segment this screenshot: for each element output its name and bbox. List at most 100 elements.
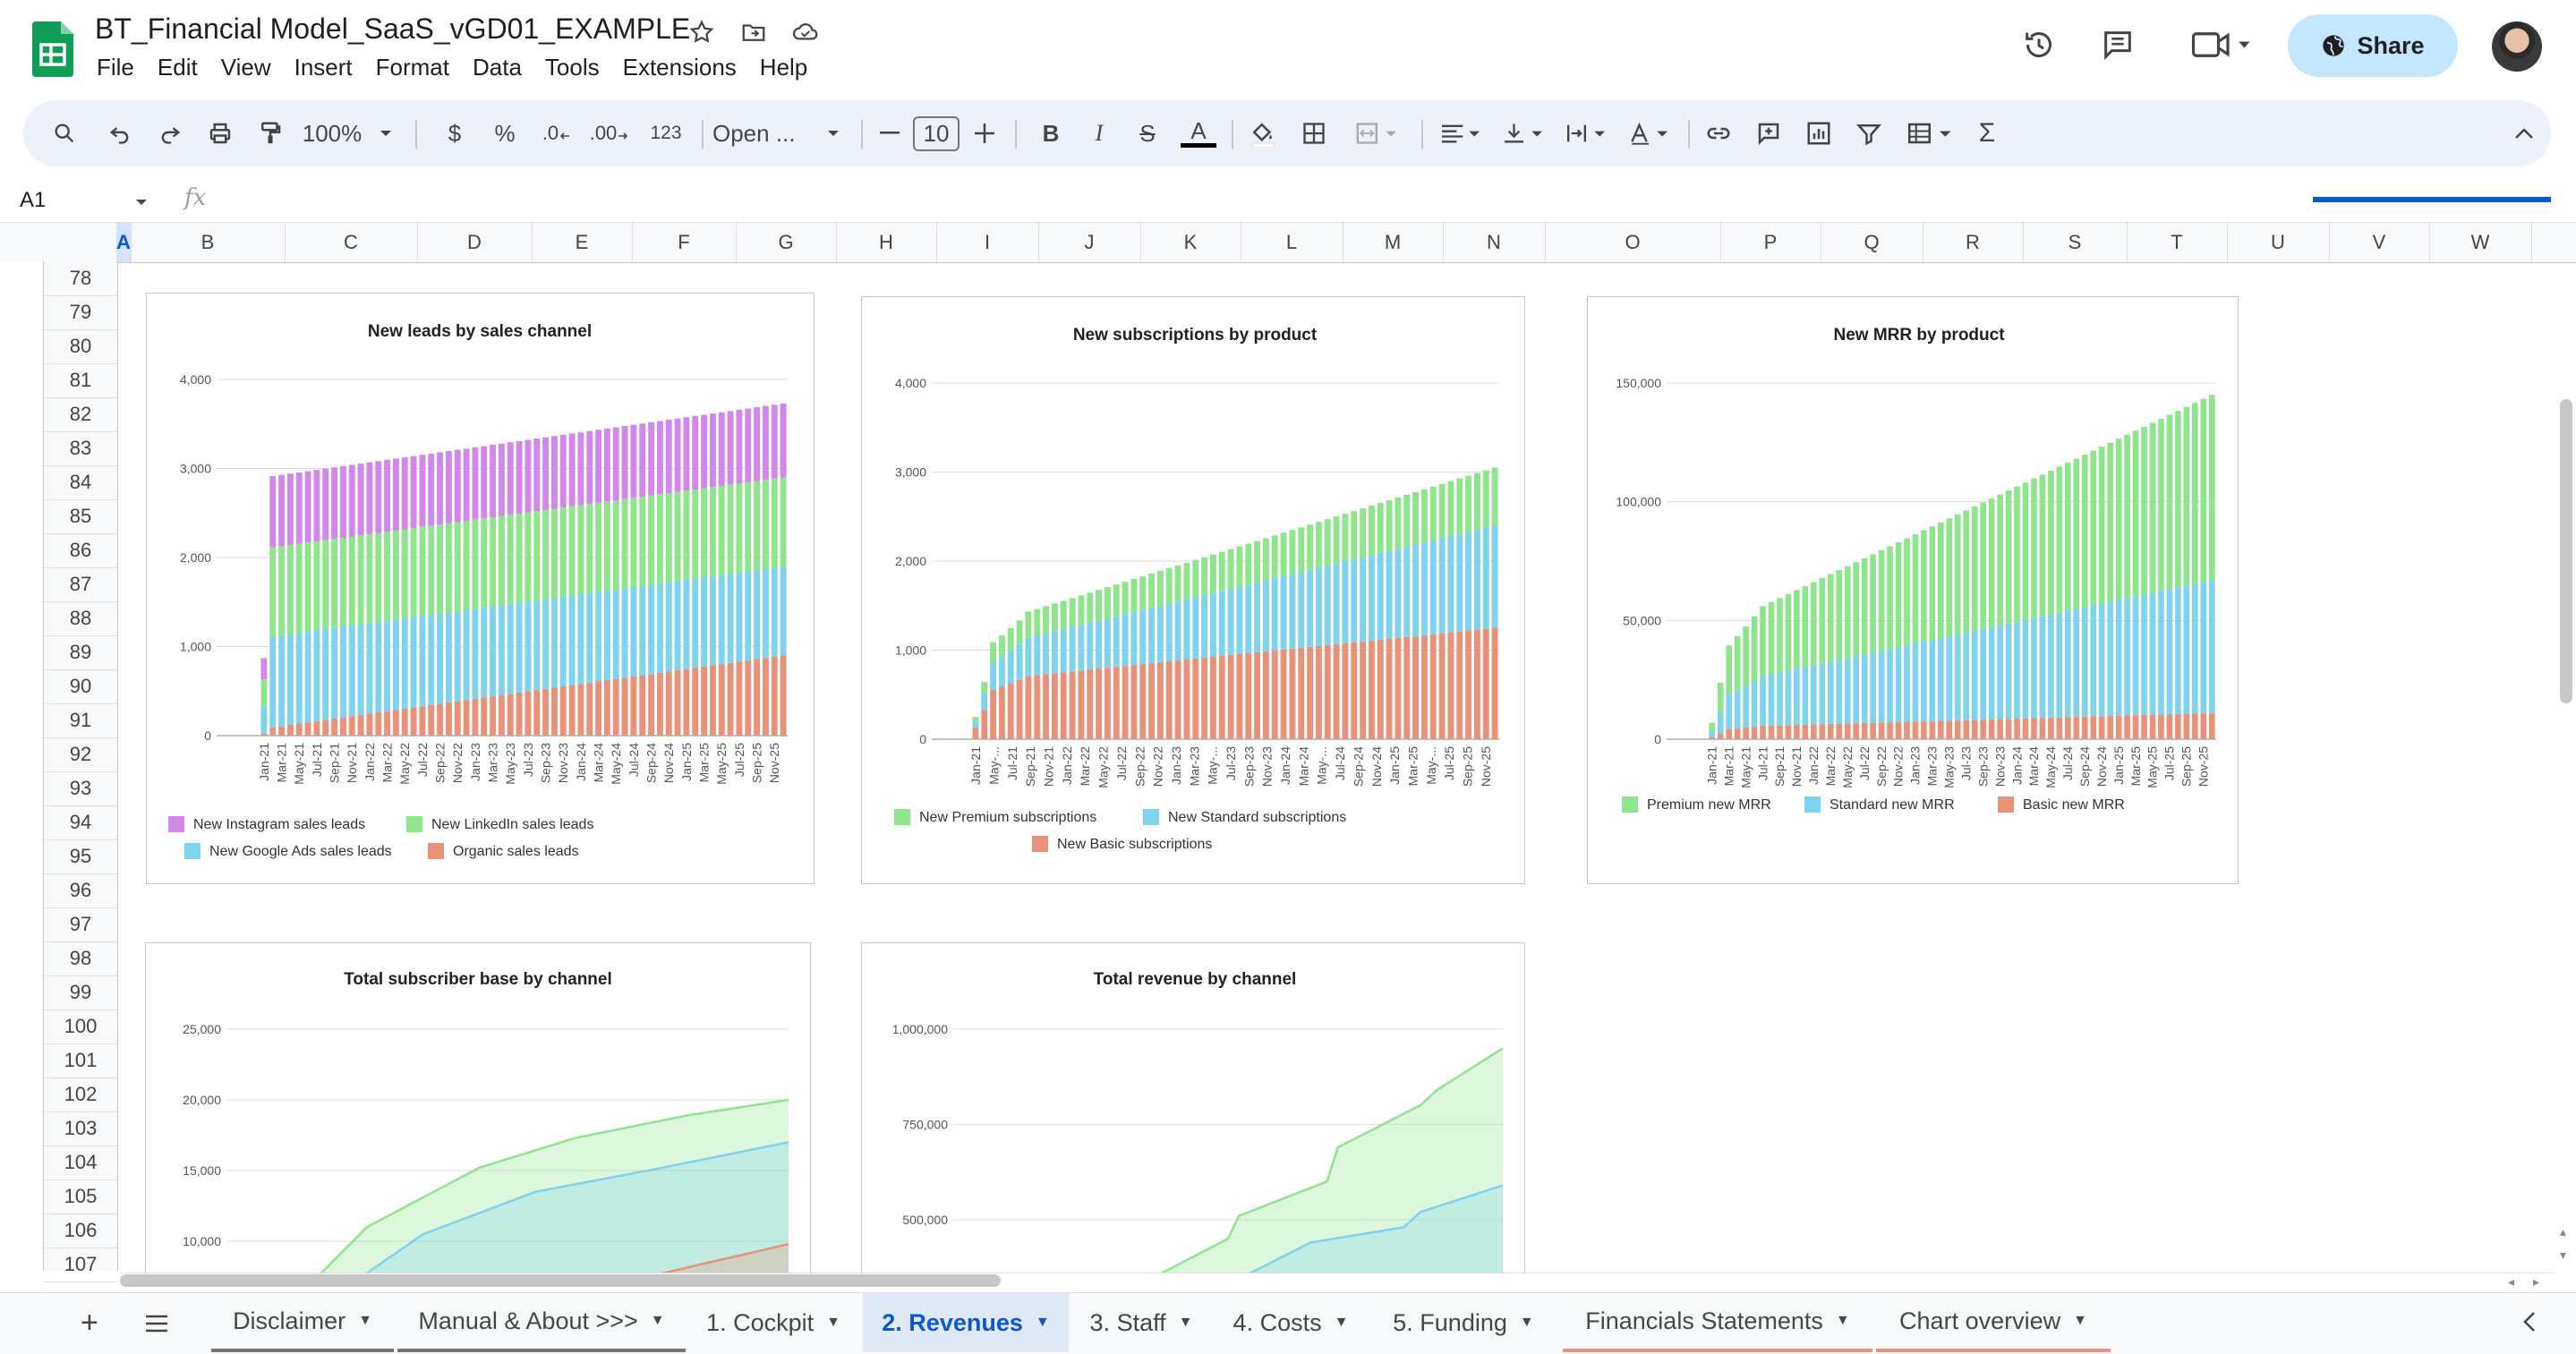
chevron-down-icon[interactable]: ▼ [2073, 1313, 2087, 1328]
column-header-h[interactable]: H [836, 223, 937, 262]
increase-decimal-button[interactable]: .00 [585, 100, 634, 166]
menu-format[interactable]: Format [375, 54, 449, 81]
italic-button[interactable]: I [1095, 120, 1104, 146]
chart-total-revenue[interactable]: Total revenue by channel 500,000 750,000 1,… [861, 942, 1525, 1283]
row-header-94[interactable]: 94 [44, 805, 117, 840]
menu-edit[interactable]: Edit [157, 54, 198, 81]
row-header-79[interactable]: 79 [44, 295, 117, 330]
tab-staff[interactable]: 3. Staff ▼ [1074, 1293, 1208, 1352]
share-button[interactable]: Share [2288, 14, 2458, 77]
column-header-p[interactable]: P [1720, 223, 1821, 262]
column-header-a[interactable]: A [116, 223, 132, 262]
column-header-n[interactable]: N [1443, 223, 1546, 262]
row-header-81[interactable]: 81 [44, 363, 117, 398]
column-header-g[interactable]: G [736, 223, 837, 262]
select-all-corner[interactable] [0, 223, 117, 262]
chevron-down-icon[interactable]: ▼ [826, 1315, 840, 1330]
chevron-down-icon[interactable]: ▼ [1835, 1313, 1850, 1328]
chevron-up-icon[interactable] [2504, 100, 2544, 166]
row-header-105[interactable]: 105 [44, 1179, 117, 1214]
currency-format-button[interactable]: $ [448, 119, 462, 147]
document-title[interactable]: BT_Financial Model_SaaS_vGD01_EXAMPLE [95, 13, 691, 45]
chevron-down-icon[interactable]: ▼ [1334, 1315, 1349, 1330]
name-box[interactable]: A1 [20, 188, 47, 212]
chart-new-mrr[interactable]: New MRR by product 0 50,000 100,000 150,000 J… [1587, 296, 2239, 884]
increase-font-size-icon[interactable] [968, 100, 1001, 166]
text-wrapping-icon[interactable] [1557, 100, 1615, 166]
redo-icon[interactable] [150, 100, 190, 166]
row-header-100[interactable]: 100 [44, 1009, 117, 1044]
chevron-down-icon[interactable] [820, 100, 847, 166]
column-header-r[interactable]: R [1923, 223, 2024, 262]
column-header-i[interactable]: I [936, 223, 1039, 262]
version-history-icon[interactable] [2019, 25, 2059, 64]
column-header-t[interactable]: T [2127, 223, 2228, 262]
column-header-o[interactable]: O [1545, 223, 1721, 262]
font-size-input[interactable]: 10 [909, 100, 963, 166]
column-header-l[interactable]: L [1241, 223, 1343, 262]
menu-extensions[interactable]: Extensions [622, 54, 737, 81]
menu-insert[interactable]: Insert [294, 54, 353, 81]
column-header-b[interactable]: B [131, 223, 286, 262]
horizontal-align-icon[interactable] [1432, 100, 1489, 166]
column-header-j[interactable]: J [1038, 223, 1141, 262]
chevron-down-icon[interactable]: ▼ [650, 1313, 665, 1328]
chart-new-subscriptions[interactable]: New subscriptions by product 0 1,000 2,000 3… [861, 296, 1525, 884]
column-header-u[interactable]: U [2227, 223, 2330, 262]
row-header-96[interactable]: 96 [44, 873, 117, 908]
sheets-logo-icon[interactable] [32, 21, 73, 77]
row-header-107[interactable]: 107 [44, 1248, 117, 1282]
row-header-103[interactable]: 103 [44, 1111, 117, 1146]
bold-button[interactable]: B [1042, 119, 1060, 147]
column-header-d[interactable]: D [417, 223, 533, 262]
add-sheet-icon[interactable]: + [81, 1306, 98, 1340]
text-color-button[interactable]: A [1178, 100, 1219, 166]
formula-input[interactable] [224, 184, 2282, 217]
fill-color-icon[interactable] [1242, 100, 1284, 166]
cloud-saved-icon[interactable] [789, 16, 822, 48]
print-icon[interactable] [200, 100, 240, 166]
comments-icon[interactable] [2098, 25, 2137, 64]
column-header-q[interactable]: Q [1821, 223, 1923, 262]
menu-view[interactable]: View [220, 54, 271, 81]
row-header-106[interactable]: 106 [44, 1213, 117, 1248]
menu-help[interactable]: Help [759, 54, 808, 81]
avatar[interactable] [2492, 21, 2542, 72]
filter-icon[interactable] [1849, 100, 1889, 166]
strikethrough-button[interactable]: S [1139, 119, 1156, 147]
scroll-left-arrow-icon[interactable]: ◂ [2508, 1274, 2515, 1289]
more-formats-button[interactable]: 123 [650, 123, 682, 143]
chart-total-subscriber-base[interactable]: Total subscriber base by channel 10,000 15… [145, 942, 811, 1283]
row-header-80[interactable]: 80 [44, 329, 117, 364]
tab-costs[interactable]: 4. Costs ▼ [1215, 1293, 1366, 1352]
row-header-85[interactable]: 85 [44, 499, 117, 534]
scroll-down-arrow-icon[interactable]: ▾ [2560, 1248, 2567, 1262]
row-header-93[interactable]: 93 [44, 771, 117, 806]
row-header-99[interactable]: 99 [44, 975, 117, 1010]
row-header-83[interactable]: 83 [44, 431, 117, 466]
column-header-c[interactable]: C [285, 223, 418, 262]
functions-button[interactable]: Σ [1978, 118, 1996, 148]
undo-icon[interactable] [100, 100, 140, 166]
tab-cockpit[interactable]: 1. Cockpit ▼ [689, 1293, 857, 1352]
text-rotation-icon[interactable] [1620, 100, 1677, 166]
row-header-91[interactable]: 91 [44, 703, 117, 738]
row-header-95[interactable]: 95 [44, 839, 117, 874]
scroll-up-arrow-icon[interactable]: ▴ [2560, 1224, 2567, 1239]
column-header-v[interactable]: V [2329, 223, 2430, 262]
insert-comment-icon[interactable] [1749, 100, 1788, 166]
column-header-s[interactable]: S [2023, 223, 2128, 262]
font-family-select[interactable]: Open ... [712, 100, 820, 166]
column-header-w[interactable]: W [2429, 223, 2532, 262]
row-header-90[interactable]: 90 [44, 669, 117, 704]
vertical-scrollbar[interactable] [2560, 399, 2572, 703]
tab-chart-overview[interactable]: Chart overview ▼ [1876, 1293, 2111, 1352]
menu-data[interactable]: Data [472, 54, 522, 81]
chart-new-leads[interactable]: New leads by sales channel 0 1,000 2,000 3,0… [146, 293, 815, 884]
tab-financial-statements[interactable]: Financials Statements ▼ [1563, 1293, 1872, 1352]
chevron-down-icon[interactable]: ▼ [358, 1313, 372, 1328]
meet-video-icon[interactable] [2184, 25, 2259, 64]
column-header-e[interactable]: E [532, 223, 633, 262]
tab-disclaimer[interactable]: Disclaimer ▼ [211, 1293, 394, 1352]
row-header-102[interactable]: 102 [44, 1077, 117, 1112]
